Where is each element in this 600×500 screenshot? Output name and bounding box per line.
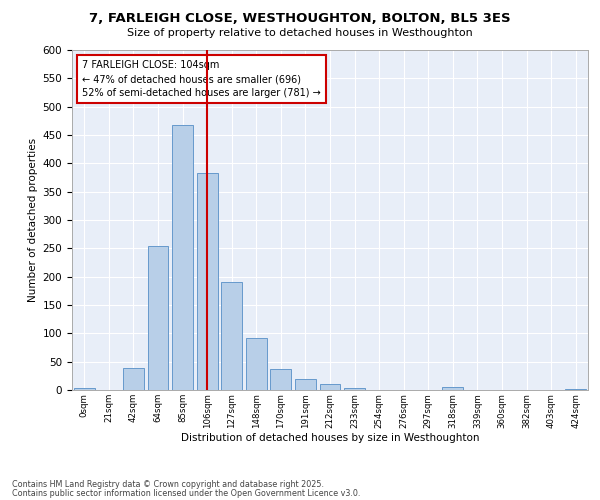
Bar — [221, 282, 242, 390]
Y-axis label: Number of detached properties: Number of detached properties — [28, 138, 38, 302]
Bar — [197, 173, 218, 390]
Bar — [271, 369, 292, 390]
Bar — [74, 388, 95, 390]
Text: Contains public sector information licensed under the Open Government Licence v3: Contains public sector information licen… — [12, 488, 361, 498]
Bar — [344, 388, 365, 390]
Text: 7 FARLEIGH CLOSE: 104sqm
← 47% of detached houses are smaller (696)
52% of semi-: 7 FARLEIGH CLOSE: 104sqm ← 47% of detach… — [82, 60, 321, 98]
Text: Size of property relative to detached houses in Westhoughton: Size of property relative to detached ho… — [127, 28, 473, 38]
Bar — [148, 246, 169, 390]
Bar — [123, 368, 144, 390]
X-axis label: Distribution of detached houses by size in Westhoughton: Distribution of detached houses by size … — [181, 433, 479, 443]
Bar — [295, 378, 316, 390]
Bar — [565, 389, 586, 390]
Text: 7, FARLEIGH CLOSE, WESTHOUGHTON, BOLTON, BL5 3ES: 7, FARLEIGH CLOSE, WESTHOUGHTON, BOLTON,… — [89, 12, 511, 26]
Bar — [246, 338, 267, 390]
Bar — [172, 126, 193, 390]
Bar — [442, 387, 463, 390]
Bar — [320, 384, 340, 390]
Text: Contains HM Land Registry data © Crown copyright and database right 2025.: Contains HM Land Registry data © Crown c… — [12, 480, 324, 489]
